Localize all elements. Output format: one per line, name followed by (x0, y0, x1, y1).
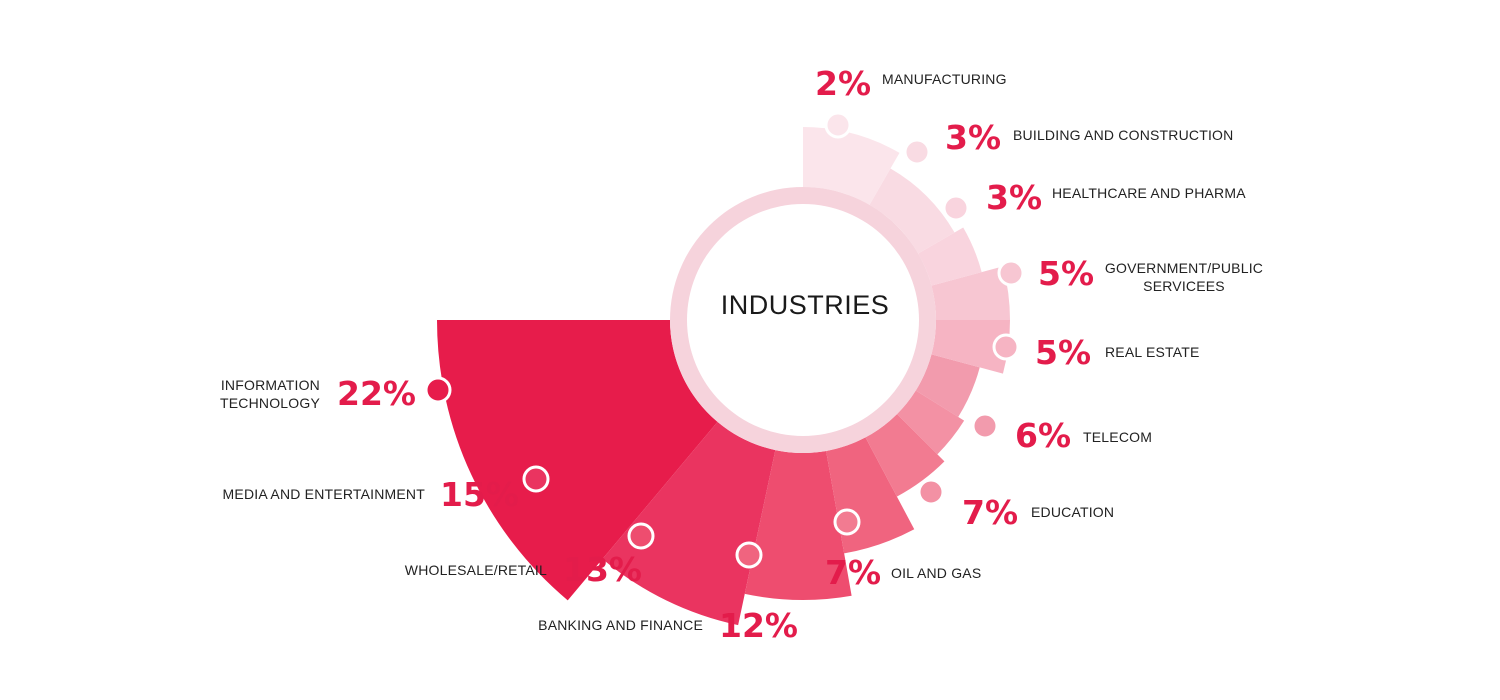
chart-title: INDUSTRIES (721, 290, 890, 320)
slice-oil-and-gas (865, 414, 945, 497)
value-label-telecom: 6% (1015, 416, 1071, 455)
value-label-building-and-construction: 3% (945, 118, 1001, 157)
category-label-wholesale-retail: WHOLESALE/RETAIL (405, 562, 547, 578)
value-label-oil-and-gas: 7% (825, 553, 881, 592)
category-label-government-public-servicees: GOVERNMENT/PUBLIC SERVICEES (1105, 260, 1263, 294)
value-label-government-public-servicees: 5% (1038, 254, 1094, 293)
slice-telecom (915, 354, 980, 417)
value-label-wholesale-retail: 13% (563, 550, 642, 589)
marker-government-public-servicees (997, 259, 1025, 287)
category-label-oil-and-gas: OIL AND GAS (891, 565, 981, 581)
marker-healthcare-and-pharma (942, 194, 970, 222)
marker-telecom (971, 412, 999, 440)
marker-banking-and-finance (735, 541, 763, 569)
marker-media-and-entertainment (522, 465, 550, 493)
marker-education (917, 478, 945, 506)
category-label-information-technology: INFORMATION TECHNOLOGY (220, 377, 320, 411)
marker-building-and-construction (903, 138, 931, 166)
marker-real-estate (992, 333, 1020, 361)
slice-government-public-servicees (931, 266, 1010, 320)
slice-information-technology (437, 320, 718, 601)
category-label-education: EDUCATION (1031, 504, 1114, 520)
value-label-healthcare-and-pharma: 3% (986, 178, 1042, 217)
slice-healthcare-and-pharma (918, 227, 982, 286)
slice-real-estate (931, 320, 1010, 374)
value-label-information-technology: 22% (337, 374, 416, 413)
slice-manufacturing (803, 127, 900, 205)
slice-media-and-entertainment (602, 421, 776, 626)
value-label-education: 7% (962, 493, 1018, 532)
category-label-banking-and-finance: BANKING AND FINANCE (538, 617, 703, 633)
category-label-manufacturing: MANUFACTURING (882, 71, 1007, 87)
value-label-media-and-entertainment: 15% (440, 475, 519, 514)
category-label-media-and-entertainment: MEDIA AND ENTERTAINMENT (223, 486, 426, 502)
category-label-telecom: TELECOM (1083, 429, 1152, 445)
slice-education (897, 390, 965, 455)
marker-information-technology (424, 376, 452, 404)
marker-manufacturing (824, 111, 852, 139)
value-label-real-estate: 5% (1035, 333, 1091, 372)
value-label-manufacturing: 2% (815, 64, 871, 103)
marker-oil-and-gas (833, 508, 861, 536)
slice-building-and-construction (869, 168, 955, 254)
category-label-real-estate: REAL ESTATE (1105, 344, 1200, 360)
slice-markers: 22% INFORMATION TECHNOLOGY 15% MEDIA AND ENT… (220, 64, 1263, 645)
slice-wholesale-retail (744, 450, 852, 600)
category-label-building-and-construction: BUILDING AND CONSTRUCTION (1013, 127, 1233, 143)
category-label-healthcare-and-pharma: HEALTHCARE AND PHARMA (1052, 185, 1246, 201)
value-label-banking-and-finance: 12% (719, 606, 798, 645)
inner-ring (670, 187, 936, 453)
marker-wholesale-retail (627, 522, 655, 550)
